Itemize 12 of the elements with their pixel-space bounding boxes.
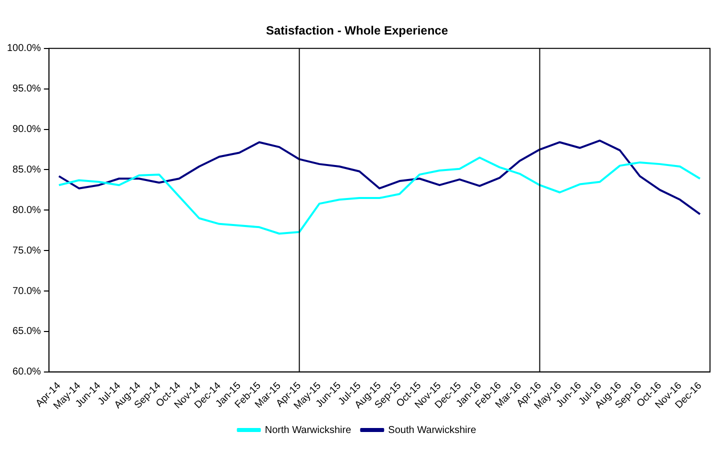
y-tick-label: 100.0% <box>6 43 42 54</box>
y-tick-label: 80.0% <box>12 204 42 216</box>
y-tick-label: 95.0% <box>12 84 42 95</box>
legend-label: South Warwickshire <box>388 424 477 436</box>
y-tick-label: 85.0% <box>12 164 42 176</box>
chart-title: Satisfaction - Whole Experience <box>266 24 448 38</box>
y-tick-label: 70.0% <box>12 286 42 297</box>
legend-label: North Warwickshire <box>264 424 352 436</box>
y-tick-label: 60.0% <box>12 366 42 378</box>
y-tick-label: 90.0% <box>12 124 42 136</box>
y-tick-label: 75.0% <box>12 245 42 256</box>
y-tick-label: 65.0% <box>12 326 42 338</box>
